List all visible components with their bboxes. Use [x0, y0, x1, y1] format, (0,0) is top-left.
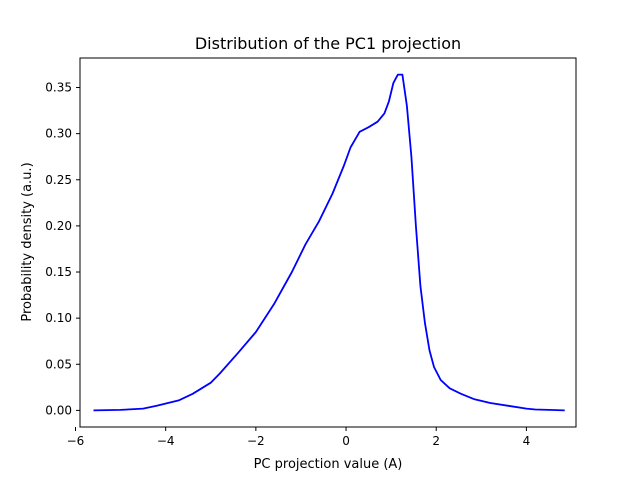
y-tick-label: 0.15 — [45, 265, 72, 279]
y-tick-label: 0.25 — [45, 173, 72, 187]
x-tick-label: 0 — [342, 434, 350, 448]
x-tick-label: −4 — [157, 434, 175, 448]
x-axis-label: PC projection value (A) — [254, 457, 403, 472]
plot-frame — [79, 57, 577, 428]
y-tick-label: 0.00 — [45, 403, 72, 417]
x-tick-label: −6 — [67, 434, 85, 448]
y-tick-label: 0.30 — [45, 127, 72, 141]
y-tick-label: 0.10 — [45, 311, 72, 325]
x-tick-label: −2 — [247, 434, 265, 448]
x-axis-ticks: −6 −4 −2 0 2 4 — [67, 427, 531, 448]
y-axis-label: Probability density (a.u.) — [20, 162, 35, 321]
y-axis-ticks: 0.00 0.05 0.10 0.15 0.20 0.25 0.30 0.35 — [45, 81, 80, 417]
y-tick-label: 0.20 — [45, 219, 72, 233]
chart-title: Distribution of the PC1 projection — [195, 34, 461, 53]
x-tick-label: 2 — [432, 434, 440, 448]
y-tick-label: 0.35 — [45, 81, 72, 95]
density-curve — [93, 73, 565, 412]
y-tick-label: 0.05 — [45, 357, 72, 371]
x-tick-label: 4 — [523, 434, 531, 448]
